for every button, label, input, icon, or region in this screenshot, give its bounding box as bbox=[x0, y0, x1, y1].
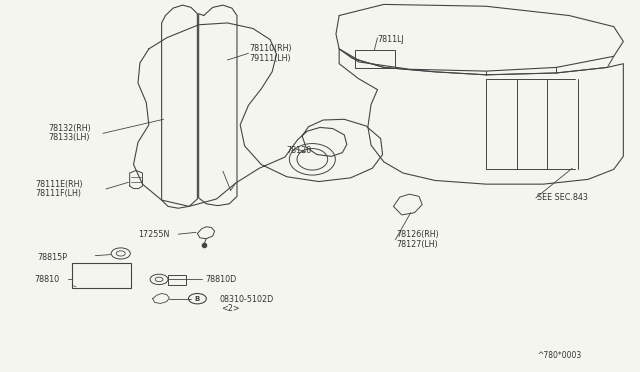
Bar bbox=[355, 50, 395, 68]
Text: 78132(RH): 78132(RH) bbox=[49, 124, 92, 133]
Text: SEE SEC.843: SEE SEC.843 bbox=[537, 193, 588, 202]
Text: 78120: 78120 bbox=[287, 146, 312, 155]
Text: 79111(LH): 79111(LH) bbox=[250, 54, 291, 62]
Bar bbox=[168, 275, 186, 285]
Circle shape bbox=[116, 251, 125, 256]
Text: 78133(LH): 78133(LH) bbox=[49, 133, 90, 142]
Text: 78111F(LH): 78111F(LH) bbox=[36, 189, 82, 198]
Text: ^780*0003: ^780*0003 bbox=[537, 351, 581, 360]
Ellipse shape bbox=[297, 148, 328, 170]
Circle shape bbox=[150, 274, 168, 285]
Bar bbox=[72, 263, 131, 288]
Text: 78810D: 78810D bbox=[205, 275, 236, 284]
Text: 78127(LH): 78127(LH) bbox=[397, 240, 438, 249]
Circle shape bbox=[111, 248, 131, 259]
Text: <2>: <2> bbox=[221, 304, 239, 313]
Ellipse shape bbox=[289, 144, 335, 175]
Text: 78810: 78810 bbox=[34, 275, 59, 284]
Text: 17255N: 17255N bbox=[138, 230, 170, 240]
Text: 7811LJ: 7811LJ bbox=[378, 35, 404, 44]
Text: 78111E(RH): 78111E(RH) bbox=[36, 180, 83, 189]
Circle shape bbox=[188, 294, 206, 304]
Text: 78110(RH): 78110(RH) bbox=[250, 44, 292, 53]
Text: 78126(RH): 78126(RH) bbox=[397, 230, 440, 240]
Text: 08310-5102D: 08310-5102D bbox=[219, 295, 273, 304]
Text: 78815P: 78815P bbox=[38, 253, 68, 262]
Circle shape bbox=[156, 277, 163, 282]
Text: B: B bbox=[195, 296, 200, 302]
